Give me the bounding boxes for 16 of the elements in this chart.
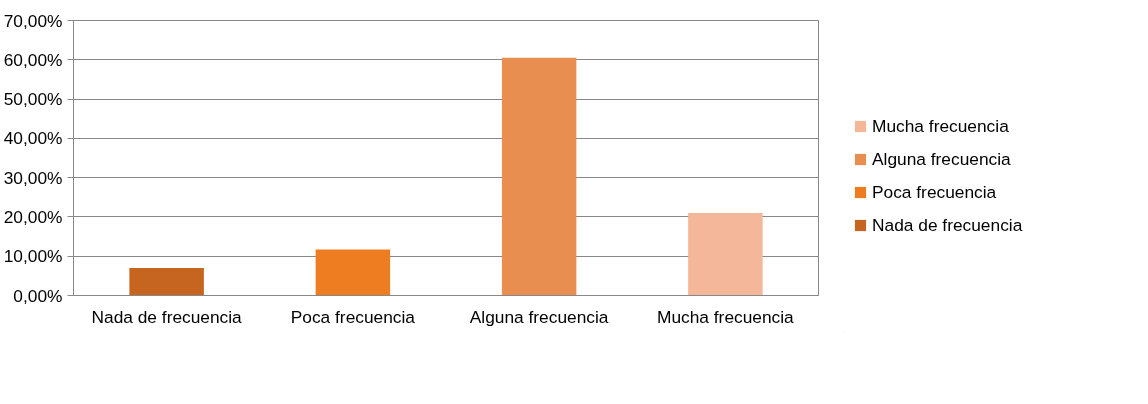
x-tick-label: Alguna frecuencia (469, 306, 609, 327)
x-tick-label: Nada de frecuencia (91, 306, 243, 327)
legend-label: Poca frecuencia (872, 181, 997, 203)
x-tick-label: Mucha frecuencia (656, 306, 795, 327)
legend-label: Mucha frecuencia (872, 115, 1009, 137)
y-tick-label: 50,00% (3, 89, 63, 110)
y-tick-label: 40,00% (3, 128, 63, 149)
y-tick-label: 0,00% (13, 285, 63, 306)
y-tick-label: 60,00% (3, 49, 63, 70)
legend-label: Alguna frecuencia (872, 148, 1011, 170)
x-tick-label: Poca frecuencia (290, 306, 416, 327)
y-tick-label: 30,00% (3, 167, 63, 188)
legend-label: Nada de frecuencia (872, 214, 1023, 236)
y-tick-label: 70,00% (3, 10, 63, 31)
y-tick-label: 20,00% (3, 206, 63, 227)
y-tick-label: 10,00% (3, 246, 63, 267)
